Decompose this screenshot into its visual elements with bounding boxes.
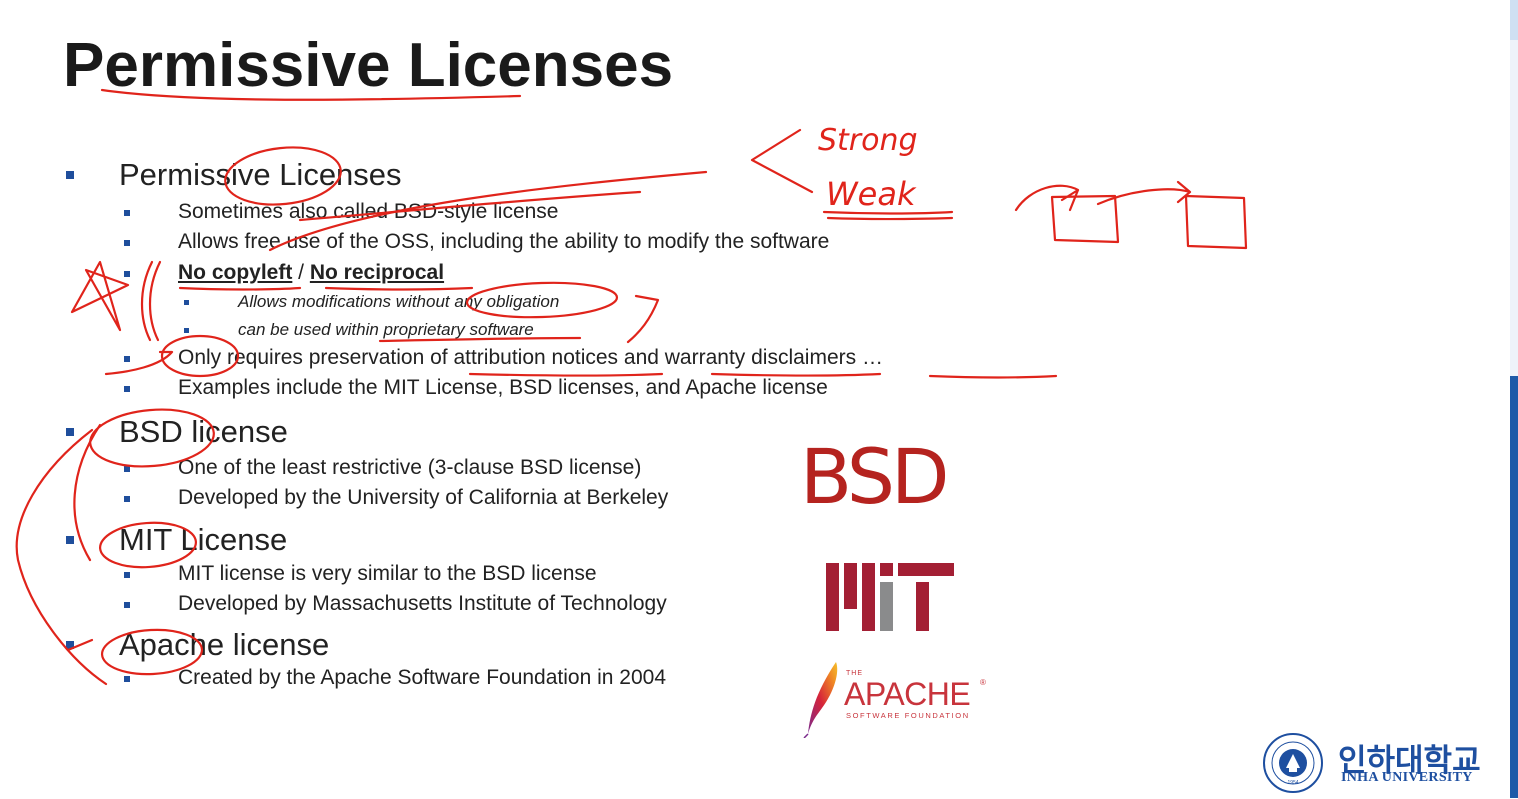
apache-feather-icon bbox=[803, 662, 838, 738]
university-name-korean: 인하대학교 bbox=[1338, 743, 1481, 779]
bsd-logo: BSD bbox=[800, 432, 950, 521]
bullet-marker bbox=[124, 271, 130, 277]
sub-list-item: can be used within proprietary software bbox=[238, 320, 534, 339]
bsd-logo-text: BSD bbox=[800, 432, 950, 521]
university-name-english: INHA UNIVERSITY bbox=[1341, 770, 1473, 785]
bullet-marker bbox=[124, 496, 130, 502]
handwritten-strong: Strong bbox=[818, 123, 918, 158]
bullet-marker bbox=[124, 602, 130, 608]
apache-name-label: APACHE bbox=[844, 676, 971, 712]
scrollbar-top bbox=[1510, 0, 1518, 40]
section-heading-bsd: BSD license bbox=[119, 414, 288, 449]
mit-logo bbox=[826, 563, 956, 631]
apache-registered-mark: ® bbox=[980, 678, 986, 687]
box-diagram-2 bbox=[1184, 194, 1248, 250]
box-diagram-1 bbox=[1050, 194, 1120, 244]
list-item: Developed by the University of Californi… bbox=[178, 486, 669, 509]
list-item: One of the least restrictive (3-clause B… bbox=[178, 456, 642, 479]
sub-list-item: Allows modifications without any obligat… bbox=[238, 292, 560, 311]
list-item: Created by the Apache Software Foundatio… bbox=[178, 666, 667, 689]
bullet-marker bbox=[124, 240, 130, 246]
section-heading-mit: MIT License bbox=[119, 522, 288, 557]
list-item: Examples include the MIT License, BSD li… bbox=[178, 376, 828, 399]
bullet-marker bbox=[124, 572, 130, 578]
bullet-marker bbox=[184, 328, 189, 333]
bullet-marker bbox=[66, 171, 74, 179]
section-heading-apache: Apache license bbox=[119, 627, 330, 662]
bullet-marker bbox=[124, 210, 130, 216]
separator: / bbox=[292, 261, 310, 284]
section-heading-permissive: Permissive Licenses bbox=[119, 157, 402, 192]
handwritten-weak: Weak bbox=[826, 175, 917, 213]
star-scribble bbox=[70, 260, 130, 332]
bullet-marker bbox=[124, 386, 130, 392]
inha-seal-icon: 1954 bbox=[1262, 732, 1324, 794]
list-item: Developed by Massachusetts Institute of … bbox=[178, 592, 667, 615]
no-copyleft-label: No copyleft bbox=[178, 261, 293, 284]
strong-weak-bracket bbox=[750, 128, 814, 194]
list-item: Allows free use of the OSS, including th… bbox=[178, 230, 830, 253]
mit-logo-graphic bbox=[826, 563, 954, 631]
bullet-marker bbox=[124, 356, 130, 362]
bullet-marker bbox=[124, 466, 130, 472]
list-item: MIT license is very similar to the BSD l… bbox=[178, 562, 597, 585]
bullet-marker bbox=[66, 536, 74, 544]
bullet-marker bbox=[184, 300, 189, 305]
list-item: Only requires preservation of attributio… bbox=[178, 346, 883, 369]
seal-year: 1954 bbox=[1287, 780, 1298, 786]
scrollbar-thumb[interactable] bbox=[1510, 376, 1518, 798]
apache-foundation-label: SOFTWARE FOUNDATION bbox=[846, 711, 970, 720]
apache-logo: THE APACHE ® SOFTWARE FOUNDATION bbox=[800, 658, 990, 738]
bullet-marker bbox=[66, 428, 74, 436]
list-item-copyleft: No copyleft / No reciprocal bbox=[178, 261, 444, 285]
slide-title: Permissive Licenses bbox=[63, 31, 674, 100]
bullet-marker bbox=[66, 641, 74, 649]
list-item: Sometimes also called BSD-style license bbox=[178, 200, 559, 223]
no-reciprocal-label: No reciprocal bbox=[309, 261, 445, 284]
apache-the-label: THE bbox=[846, 670, 863, 677]
bullet-marker bbox=[124, 676, 130, 682]
